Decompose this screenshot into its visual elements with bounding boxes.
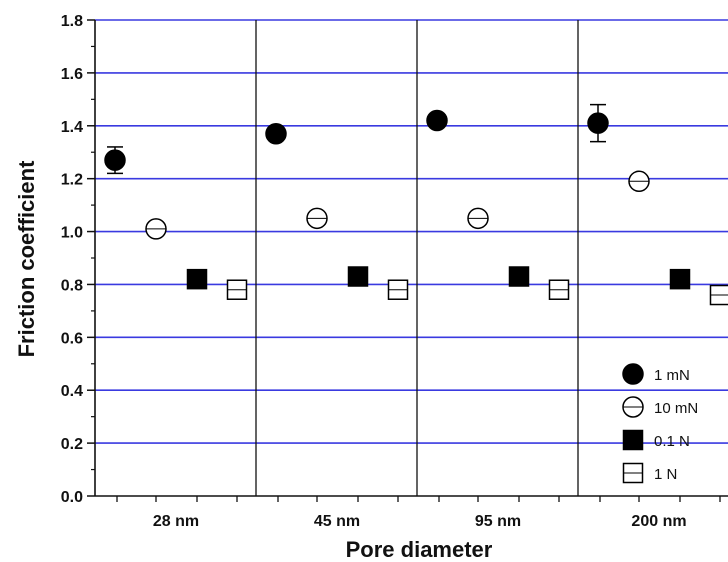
legend-marker: [622, 462, 644, 484]
y-tick-label: 0.6: [61, 330, 83, 347]
data-point: [628, 170, 650, 193]
legend-label: 10 mN: [654, 400, 698, 417]
data-point: [669, 268, 691, 290]
y-tick-label: 0.4: [61, 383, 83, 400]
data-point: [347, 266, 369, 287]
x-tick-label: 45 nm: [314, 513, 360, 530]
data-point: [587, 112, 609, 134]
x-tick-label: 28 nm: [153, 513, 199, 530]
y-tick-label: 1.8: [61, 13, 83, 30]
data-point: [467, 207, 489, 230]
data-point: [508, 266, 530, 287]
legend-marker: [622, 396, 644, 418]
y-tick-labels: 0.0 0.2 0.4 0.6 0.8 1.0 1.2 1.4 1.6 1.8: [61, 13, 83, 506]
data-point: [145, 218, 167, 240]
axes: [87, 19, 728, 502]
data-markers: [104, 103, 728, 306]
data-point: [709, 284, 728, 306]
legend-label: 0.1 N: [654, 433, 690, 450]
legend: 1 mN 10 mN 0.1 N 1 N: [622, 363, 698, 484]
y-tick-label: 1.0: [61, 225, 83, 242]
x-tick-label: 95 nm: [475, 513, 521, 530]
y-tick-label: 0.2: [61, 436, 83, 453]
y-tick-label: 1.6: [61, 66, 83, 83]
y-tick-label: 0.8: [61, 277, 83, 294]
data-point: [226, 279, 248, 300]
legend-label: 1 N: [654, 466, 677, 483]
data-point: [265, 122, 287, 145]
data-point: [186, 268, 208, 290]
x-axis-title: Pore diameter: [346, 537, 493, 562]
x-tick-label: 200 nm: [631, 513, 686, 530]
x-tick-labels: 28 nm 45 nm 95 nm 200 nm: [153, 513, 687, 530]
y-tick-label: 1.4: [61, 119, 83, 136]
legend-marker: [622, 429, 644, 451]
data-point: [426, 109, 448, 132]
y-tick-label: 1.2: [61, 172, 83, 189]
legend-marker: [622, 363, 644, 385]
legend-label: 1 mN: [654, 367, 690, 384]
data-point: [306, 207, 328, 230]
y-axis-title: Friction coefficient: [14, 160, 39, 357]
data-point: [387, 279, 409, 300]
y-tick-label: 0.0: [61, 489, 83, 506]
data-point: [548, 279, 570, 300]
data-point: [104, 149, 126, 171]
panel-separators: [255, 20, 579, 496]
